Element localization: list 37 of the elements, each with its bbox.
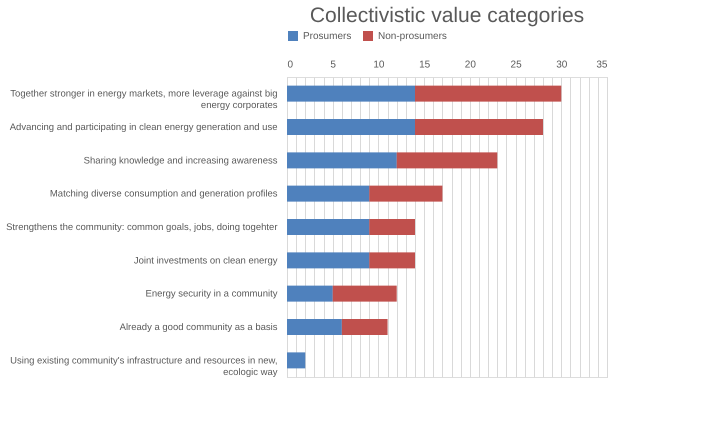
bar [369, 186, 442, 202]
x-tick-label: 30 [556, 60, 568, 70]
y-tick-label: Sharing knowledge and increasing awareness [84, 155, 278, 166]
legend-label: Non-prosumers [378, 31, 447, 42]
bar [415, 119, 543, 135]
bar [287, 219, 370, 235]
bar [287, 286, 333, 302]
chart-title: Collectivistic value categories [310, 4, 584, 27]
bar [287, 119, 415, 135]
bar [287, 186, 370, 202]
bar [287, 152, 397, 168]
x-tick-label: 35 [596, 60, 608, 70]
bar [287, 252, 370, 268]
y-tick-label: Strengthens the community: common goals, jobs, doing togehter [6, 222, 278, 233]
legend-label: Prosumers [303, 31, 352, 42]
x-tick-label: 10 [373, 60, 385, 70]
bar [287, 86, 415, 102]
x-tick-label: 0 [288, 60, 294, 70]
y-tick-label: Matching diverse consumption and generation profiles [50, 188, 278, 200]
bar [415, 86, 562, 102]
y-tick-label: Already a good community as a basis [120, 322, 278, 333]
x-tick-label: 20 [464, 60, 476, 70]
y-tick-label: Using existing community's infrastructure and resources in new, ecologic way [10, 355, 278, 378]
x-tick-label: 25 [510, 60, 522, 70]
bar [369, 252, 415, 268]
bar [342, 319, 388, 335]
bar [396, 152, 498, 168]
bar [369, 219, 415, 235]
y-tick-label: Together stronger in energy markets, more leverage against big energy corporates [10, 88, 278, 112]
y-tick-label: Energy security in a community [146, 288, 278, 300]
x-tick-label: 15 [419, 60, 431, 70]
y-tick-label: Advancing and participating in clean energy generation and use [10, 122, 278, 133]
x-tick-label: 5 [330, 60, 336, 70]
bar [287, 319, 342, 335]
bar [287, 352, 306, 368]
y-tick-label: Joint investments on clean energy [134, 255, 278, 266]
bar [332, 286, 397, 302]
